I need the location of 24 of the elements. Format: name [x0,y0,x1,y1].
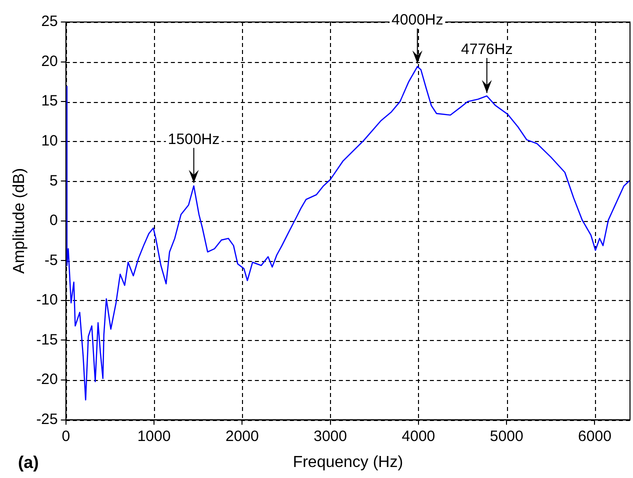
y-tick-label: 5 [50,172,58,190]
y-axis-title: Amplitude (dB) [11,168,28,274]
y-tick-label: 15 [41,92,58,110]
y-tick-label: -25 [36,410,58,428]
x-tick-label: 4000 [402,428,436,445]
x-tick-label: 1000 [137,428,171,445]
y-tick-label: -10 [36,292,58,309]
x-tick-label: 0 [62,428,70,445]
annotation: 4776Hz [461,40,513,58]
annotation: 1500Hz [168,130,220,148]
y-tick-label: 10 [41,132,58,150]
annotation: 4000Hz [392,12,444,29]
y-tick-label: -20 [36,371,58,388]
y-tick-label: -15 [36,331,58,348]
y-tick-label: 20 [41,52,58,70]
y-tick-label: 0 [50,212,58,230]
text: (a) [18,453,39,472]
x-tick-label: 3000 [314,428,347,445]
y-tick-label: 25 [41,13,58,30]
y-tick-label: -5 [44,252,58,269]
x-tick-label: 5000 [490,428,524,445]
x-tick-label: 2000 [225,428,259,445]
x-axis-title: Frequency (Hz) [292,454,404,471]
x-tick-label: 6000 [578,428,612,445]
